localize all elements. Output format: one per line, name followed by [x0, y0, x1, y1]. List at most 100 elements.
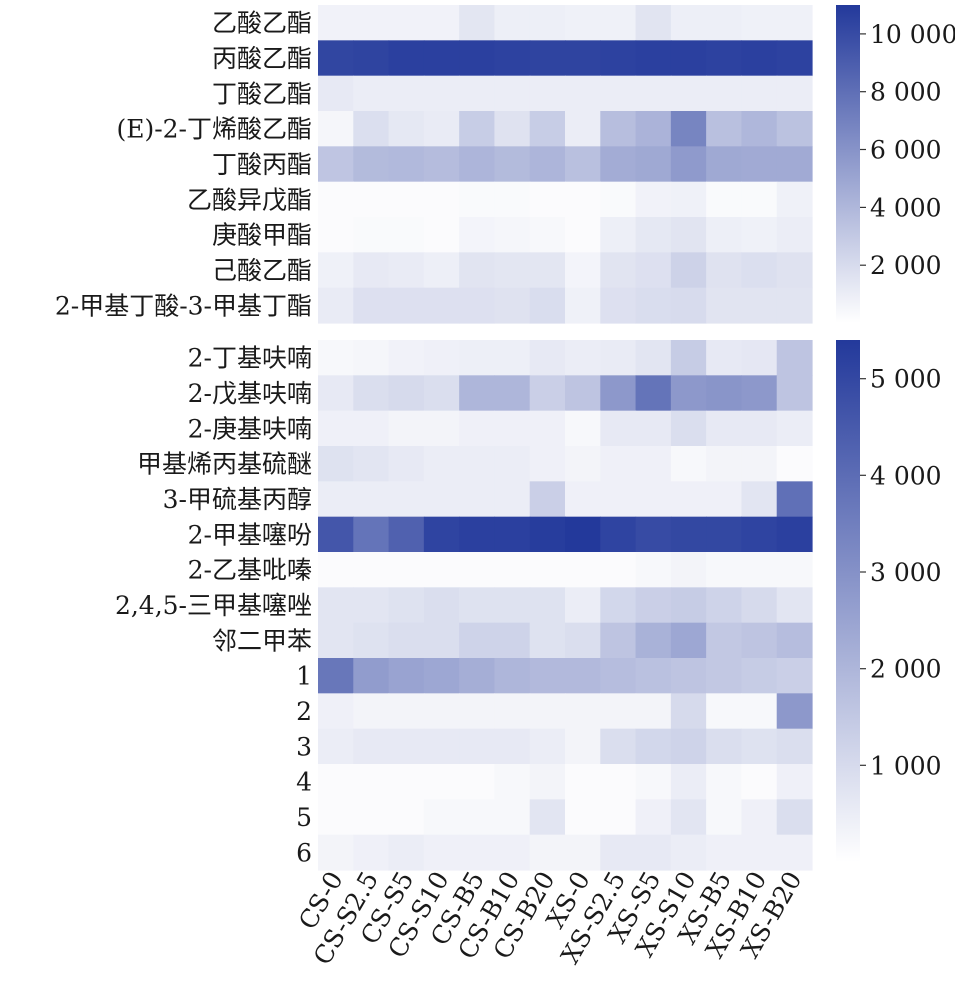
heatmap-cell	[459, 728, 496, 765]
heatmap-cell	[388, 181, 425, 218]
heatmap-cell	[635, 446, 672, 482]
heatmap-cell	[776, 552, 813, 588]
heatmap-cell	[600, 5, 637, 41]
heatmap-cell	[635, 111, 672, 147]
heatmap-cell	[459, 340, 496, 376]
heatmap-cell	[388, 622, 425, 659]
heatmap-cell	[353, 693, 390, 730]
heatmap-cell	[318, 410, 354, 447]
heatmap-cell	[741, 75, 778, 112]
heatmap-cell	[353, 764, 390, 800]
heatmap-cell	[565, 516, 601, 553]
heatmap-cell	[670, 340, 707, 376]
heatmap-cell	[741, 40, 778, 77]
heatmap-cell	[318, 375, 354, 412]
y-tick-label: 乙酸乙酯	[212, 9, 312, 38]
heatmap-cell	[635, 252, 672, 289]
heatmap-cell	[318, 693, 354, 730]
heatmap-cell	[388, 410, 425, 447]
heatmap-cell	[776, 75, 813, 112]
heatmap-cell	[776, 111, 813, 147]
heatmap-cell	[706, 287, 743, 324]
y-tick-label: 丁酸乙酯	[212, 79, 312, 108]
heatmap-cell	[565, 252, 601, 289]
heatmap-cell	[706, 658, 743, 694]
y-tick-label: 4	[296, 768, 312, 797]
heatmap-cell	[388, 552, 425, 588]
heatmap-cell	[318, 5, 354, 41]
heatmap-cell	[706, 764, 743, 800]
heatmap-cell	[776, 587, 813, 624]
heatmap-cell	[600, 728, 637, 765]
heatmap-cell	[741, 446, 778, 482]
heatmap-cell	[318, 287, 354, 324]
y-tick-label: 己酸乙酯	[212, 256, 312, 285]
heatmap-cell	[565, 834, 601, 871]
y-tick-label: 2-甲基丁酸-3-甲基丁酯	[55, 291, 312, 320]
heatmap-cell	[494, 146, 531, 183]
heatmap-cell	[565, 75, 601, 112]
heatmap-cell	[353, 181, 390, 218]
heatmap-cell	[565, 375, 601, 412]
heatmap-cell	[423, 799, 460, 836]
heatmap-cell	[741, 252, 778, 289]
heatmap-cell	[529, 410, 566, 447]
heatmap-cell	[388, 217, 425, 253]
heatmap-cell	[494, 481, 531, 518]
heatmap-cell	[635, 217, 672, 253]
y-tick-label: 乙酸异戊酯	[187, 185, 312, 214]
heatmap-cell	[565, 764, 601, 800]
heatmap-cell	[706, 111, 743, 147]
heatmap-cell	[494, 834, 531, 871]
heatmap-cell	[423, 693, 460, 730]
heatmap-cell	[565, 658, 601, 694]
heatmap-cell	[741, 834, 778, 871]
heatmap-cell	[600, 834, 637, 871]
heatmap-cell	[318, 516, 354, 553]
heatmap-cell	[776, 287, 813, 324]
heatmap-cell	[706, 40, 743, 77]
colorbar-tick-label: 5 000	[870, 365, 942, 394]
heatmap-cell	[776, 446, 813, 482]
heatmap-cell	[353, 287, 390, 324]
heatmap-cell	[353, 40, 390, 77]
y-tick-label: 2-庚基呋喃	[188, 414, 312, 443]
y-tick-label: 2-甲基噻吩	[188, 520, 312, 549]
heatmap-cell	[670, 252, 707, 289]
heatmap-cell	[388, 375, 425, 412]
heatmap-cell	[670, 410, 707, 447]
heatmap-cell	[741, 111, 778, 147]
colorbar	[836, 340, 860, 862]
heatmap-cell	[741, 217, 778, 253]
heatmap-cell	[529, 481, 566, 518]
heatmap-cell	[318, 728, 354, 765]
colorbar-tick-label: 4 000	[870, 193, 942, 222]
colorbar-tick-label: 1 000	[870, 751, 942, 780]
heatmap-cell	[565, 181, 601, 218]
heatmap-cell	[706, 587, 743, 624]
heatmap-cell	[494, 799, 531, 836]
y-tick-label: 6	[296, 838, 312, 867]
y-tick-label: 2,4,5-三甲基噻唑	[115, 591, 312, 620]
heatmap-cell	[529, 658, 566, 694]
heatmap-cell	[776, 375, 813, 412]
heatmap-cell	[600, 181, 637, 218]
y-tick-label: 2-丁基呋喃	[188, 344, 312, 373]
heatmap-cell	[670, 622, 707, 659]
heatmap-cell	[529, 111, 566, 147]
heatmap-cell	[423, 375, 460, 412]
heatmap-cell	[776, 5, 813, 41]
heatmap-cell	[318, 217, 354, 253]
heatmap-cell	[423, 181, 460, 218]
heatmap-cell	[459, 375, 496, 412]
heatmap-cell	[776, 764, 813, 800]
heatmap-cell	[706, 217, 743, 253]
heatmap-cell	[353, 552, 390, 588]
heatmap-cell	[635, 622, 672, 659]
heatmap-cell	[776, 181, 813, 218]
heatmap-cell	[670, 375, 707, 412]
heatmap-cell	[529, 252, 566, 289]
heatmap-cell	[776, 693, 813, 730]
heatmap-cell	[353, 516, 390, 553]
heatmap-cell	[776, 252, 813, 289]
